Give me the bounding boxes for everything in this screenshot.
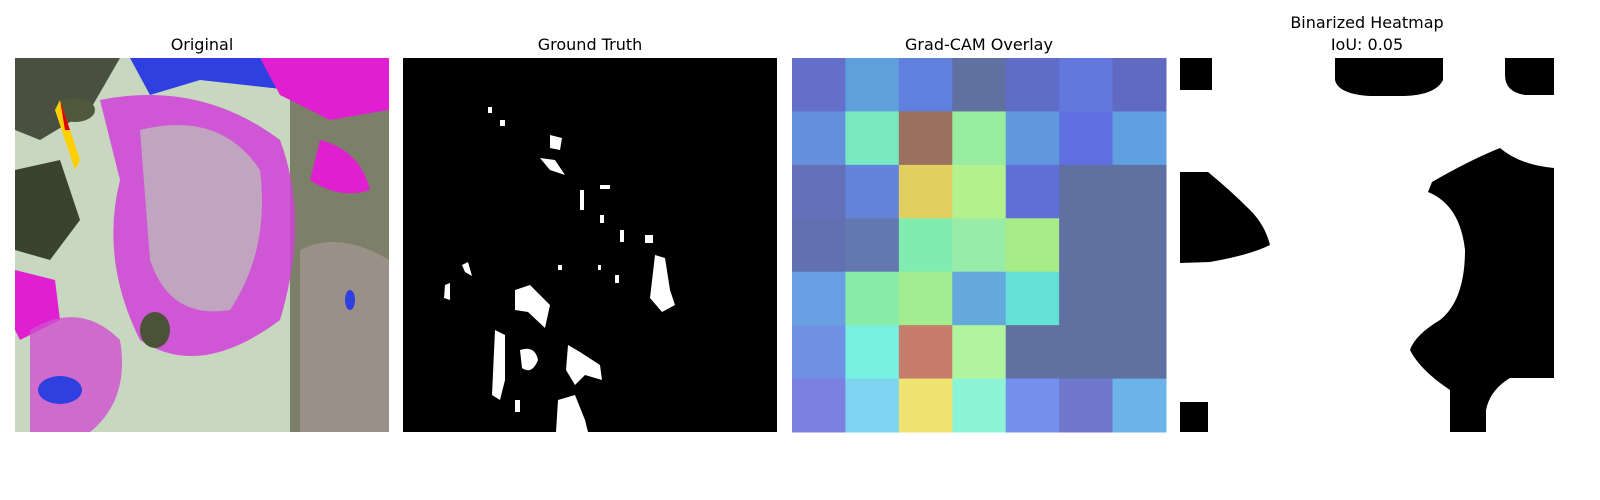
heat-cell	[1005, 164, 1060, 219]
heat-cell	[1005, 271, 1060, 326]
heat-cell	[845, 378, 900, 433]
heat-cell	[1059, 271, 1114, 326]
panel-title: Grad-CAM Overlay	[905, 35, 1053, 54]
heat-cell	[952, 218, 1007, 273]
heat-cell	[792, 164, 846, 219]
heat-cell	[845, 164, 900, 219]
panel-title: Ground Truth	[538, 35, 643, 54]
heat-cell	[1005, 218, 1060, 273]
heat-cell	[1059, 58, 1114, 112]
heat-cell	[1005, 378, 1060, 433]
heat-cell	[1112, 218, 1167, 273]
heat-cell	[845, 271, 900, 326]
heat-cell	[845, 325, 900, 380]
heat-cell	[898, 218, 953, 273]
heat-cell	[898, 58, 953, 112]
heat-cell	[952, 111, 1007, 166]
heat-cell	[952, 378, 1007, 433]
heat-cell	[792, 111, 846, 166]
heat-cell	[845, 58, 900, 112]
heat-cell	[1059, 164, 1114, 219]
heat-cell	[792, 325, 846, 380]
heat-cell	[898, 271, 953, 326]
heat-cell	[1112, 325, 1167, 380]
heat-cell	[952, 164, 1007, 219]
heat-cell	[1005, 111, 1060, 166]
original-image	[15, 58, 389, 432]
heat-cell	[1005, 58, 1060, 112]
heat-cell	[952, 58, 1007, 112]
heat-cell	[1059, 111, 1114, 166]
heat-cell	[898, 378, 953, 433]
heat-cell	[1059, 218, 1114, 273]
heat-cell	[1059, 378, 1114, 433]
heat-cell	[1112, 378, 1167, 433]
heat-cell	[1112, 58, 1167, 112]
panel-title: Original	[171, 35, 234, 54]
heat-cell	[1005, 325, 1060, 380]
heat-cell	[845, 111, 900, 166]
heat-cell	[1059, 325, 1114, 380]
heat-cell	[792, 378, 846, 433]
heat-cell	[1112, 164, 1167, 219]
heat-cell	[898, 325, 953, 380]
gradcam-overlay	[792, 58, 1167, 433]
heat-cell	[792, 218, 846, 273]
heat-cell	[898, 164, 953, 219]
heat-cell	[1112, 271, 1167, 326]
panel-title: Binarized Heatmap	[1290, 13, 1443, 32]
heat-cell	[898, 111, 953, 166]
heat-cell	[792, 271, 846, 326]
heat-cell	[1112, 111, 1167, 166]
ground-truth-mask	[403, 58, 777, 432]
heat-cell	[792, 58, 846, 112]
panel-subtitle: IoU: 0.05	[1331, 35, 1403, 54]
heat-cell	[952, 325, 1007, 380]
heat-cell	[845, 218, 900, 273]
heat-cell	[952, 271, 1007, 326]
binarized-heatmap	[1180, 58, 1554, 432]
